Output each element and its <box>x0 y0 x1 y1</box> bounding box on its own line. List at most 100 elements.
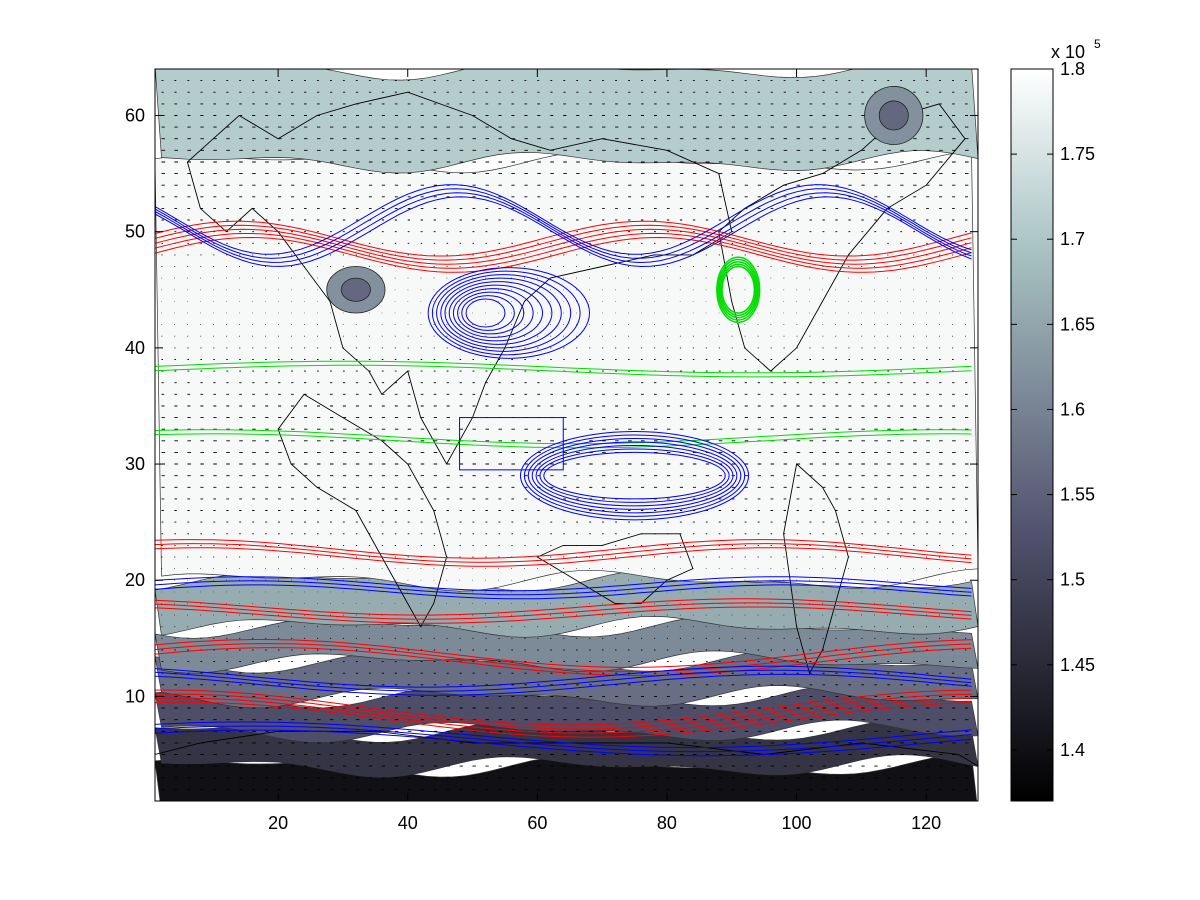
colorbar-frame <box>1010 68 1054 802</box>
plot-frame <box>154 68 979 802</box>
blue-loop-upper-ring <box>461 295 515 331</box>
x-tick-label: 60 <box>527 813 547 833</box>
colorbar-exponent-label: x 10 <box>1051 42 1085 62</box>
green-loop-ring <box>716 256 761 324</box>
dark-patch-inner <box>878 100 909 131</box>
shading-band <box>155 754 978 801</box>
closed-contour-loops <box>427 256 761 521</box>
coastline <box>186 91 733 465</box>
green-contour <box>155 364 972 378</box>
colorbar-tick-label: 1.65 <box>1060 314 1095 334</box>
green-loop-ring <box>719 263 757 317</box>
plot-area: 20 40 60 80 100 120 10 20 30 40 50 60 <box>125 68 979 833</box>
blue-loop-lower-ring <box>543 451 726 500</box>
blue-contour <box>155 665 972 688</box>
green-loop-ring <box>718 261 758 319</box>
green-loop-ring <box>721 265 756 314</box>
blue-contour <box>155 576 972 592</box>
red-contour <box>155 547 972 567</box>
x-tick-label: 20 <box>268 813 288 833</box>
y-tick-label: 40 <box>125 338 145 358</box>
wind-vector-field <box>161 80 969 790</box>
coastline <box>155 730 978 801</box>
x-tick-label: 100 <box>782 813 812 833</box>
red-contour <box>155 693 972 730</box>
wind-vectors <box>161 80 969 790</box>
colorbar-tick-label: 1.7 <box>1060 229 1085 249</box>
blue-loop-upper-ring <box>452 288 534 338</box>
red-contour <box>155 598 972 616</box>
coastline <box>783 463 849 675</box>
selection-box <box>459 417 564 471</box>
red-contour <box>155 647 972 676</box>
blue-contour <box>155 192 972 264</box>
colorbar-ticks: 1.4 1.45 1.5 1.55 1.6 1.65 1.7 1.75 1.8 <box>1011 59 1095 760</box>
y-tick-label: 60 <box>125 105 145 125</box>
colorbar-tick-label: 1.6 <box>1060 399 1085 419</box>
colorbar-gradient <box>1011 69 1053 801</box>
red-contour <box>155 232 972 269</box>
blue-loop-lower-ring <box>535 444 734 507</box>
blue-loop-lower-ring <box>523 434 746 517</box>
y-tick-label: 50 <box>125 222 145 242</box>
y-axis: 10 20 30 40 50 60 <box>125 105 978 706</box>
blue-loop-lower-ring <box>531 441 738 510</box>
x-tick-label: 120 <box>911 813 941 833</box>
blue-contours <box>155 184 972 757</box>
blue-contour <box>155 580 972 596</box>
blue-contour <box>155 196 972 268</box>
x-tick-label: 80 <box>657 813 677 833</box>
dark-contour-patches <box>326 86 924 314</box>
blue-loop-upper-ring <box>436 274 572 352</box>
green-loop-ring <box>717 258 760 321</box>
red-contour <box>155 639 972 668</box>
colorbar-tick-label: 1.4 <box>1060 740 1085 760</box>
blue-contour <box>155 669 972 692</box>
blue-loop-upper-ring <box>465 298 506 328</box>
shading-band <box>155 69 978 174</box>
blue-loop-upper-ring <box>427 267 591 359</box>
red-contour <box>155 689 972 726</box>
blue-contour <box>155 725 972 753</box>
blue-contour <box>155 729 972 757</box>
red-contour <box>155 643 972 672</box>
green-contour <box>155 360 972 374</box>
blue-contour <box>155 188 972 259</box>
coastline <box>718 103 966 372</box>
blue-loop-lower-ring <box>539 448 730 503</box>
blue-loop-upper-ring <box>431 270 581 356</box>
x-axis: 20 40 60 80 100 120 <box>268 69 941 833</box>
red-contour <box>155 701 972 738</box>
y-tick-label: 20 <box>125 570 145 590</box>
coastline <box>277 393 448 628</box>
blue-contour <box>155 184 972 255</box>
colorbar-tick-label: 1.75 <box>1060 144 1095 164</box>
colorbar-exponent: 5 <box>1094 37 1101 51</box>
y-tick-label: 10 <box>125 686 145 706</box>
red-contour <box>155 228 972 265</box>
blue-loop-upper-ring <box>444 281 553 345</box>
colorbar-tick-label: 1.8 <box>1060 59 1085 79</box>
red-contour <box>155 602 972 620</box>
blue-loop-upper-ring <box>440 277 562 349</box>
red-contour <box>155 539 972 559</box>
blue-contour <box>155 721 972 749</box>
colorbar-tick-label: 1.5 <box>1060 570 1085 590</box>
colorbar: 1.4 1.45 1.5 1.55 1.6 1.65 1.7 1.75 1.8 x 10 5 <box>1010 37 1101 802</box>
colorbar-tick-label: 1.45 <box>1060 655 1095 675</box>
blue-loop-upper-ring <box>457 291 525 335</box>
dark-patch-inner <box>340 277 371 302</box>
colorbar-tick-label: 1.55 <box>1060 485 1095 505</box>
blue-contour <box>155 673 972 696</box>
blue-contour <box>155 584 972 600</box>
blue-loop-upper-ring <box>448 284 544 342</box>
y-tick-label: 30 <box>125 454 145 474</box>
blue-loop-lower-ring <box>527 437 742 514</box>
red-contour <box>155 543 972 563</box>
red-contour <box>155 606 972 624</box>
x-tick-label: 40 <box>398 813 418 833</box>
blue-loop-lower-ring <box>519 431 750 521</box>
red-contour <box>155 697 972 734</box>
red-contour <box>155 236 972 273</box>
